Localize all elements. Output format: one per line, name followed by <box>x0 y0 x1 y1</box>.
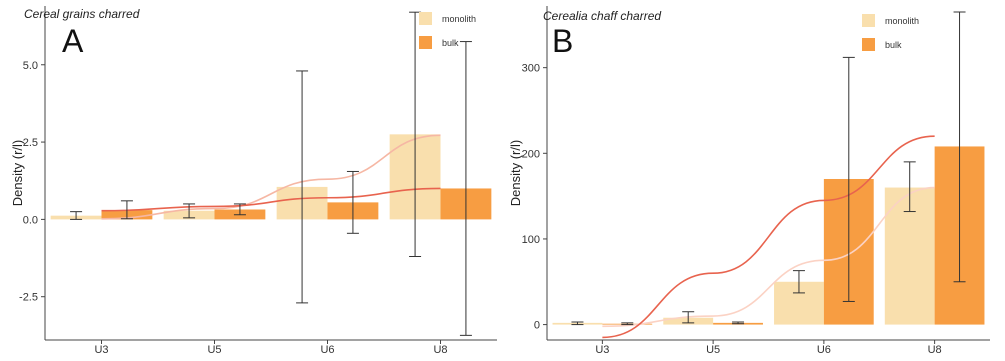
legend-label-bulk: bulk <box>442 38 459 48</box>
panel-label: B <box>552 23 573 59</box>
trend-line-monolith <box>101 134 441 220</box>
y-tick-label: 100 <box>522 234 540 246</box>
chart-title: Cereal grains charred <box>24 7 140 21</box>
x-tick-label: U3 <box>94 344 108 356</box>
chart-title: Cerealia chaff charred <box>543 9 661 23</box>
y-tick-label: 2.5 <box>23 137 38 149</box>
panel-label: A <box>62 23 84 59</box>
y-tick-label: 200 <box>522 148 540 160</box>
x-tick-label: U6 <box>320 344 334 356</box>
x-tick-label: U8 <box>433 344 447 356</box>
trend-line-bulk <box>602 135 935 339</box>
y-axis-label: Density (r/l) <box>10 140 25 206</box>
legend-swatch-bulk <box>419 36 432 49</box>
y-tick-label: 5.0 <box>23 60 38 72</box>
legend-swatch-monolith <box>419 12 432 25</box>
x-tick-label: U5 <box>706 344 720 356</box>
x-tick-label: U6 <box>817 344 831 356</box>
legend-label-monolith: monolith <box>442 14 476 24</box>
y-tick-label: 300 <box>522 63 540 75</box>
y-axis-label: Density (r/l) <box>508 140 523 206</box>
trend-line-bulk <box>101 187 441 212</box>
legend-label-bulk: bulk <box>885 40 902 50</box>
x-tick-label: U5 <box>207 344 221 356</box>
chart-panel-a: 5.0 2.5 0.0 -2.5 U3 U5 U6 U8 Cereal grains charr… <box>10 6 497 356</box>
legend-label-monolith: monolith <box>885 16 919 26</box>
legend-swatch-bulk <box>862 38 875 51</box>
trend-line-monolith <box>602 186 935 328</box>
x-tick-label: U8 <box>928 344 942 356</box>
y-tick-label: -2.5 <box>19 292 38 304</box>
y-tick-label: 0 <box>534 320 540 332</box>
chart-panel-b: 300 200 100 0 U3 U5 U6 U8 Cerealia chaff charred… <box>508 6 990 356</box>
x-tick-label: U3 <box>595 344 609 356</box>
y-tick-label: 0.0 <box>23 214 38 226</box>
legend-swatch-monolith <box>862 14 875 27</box>
